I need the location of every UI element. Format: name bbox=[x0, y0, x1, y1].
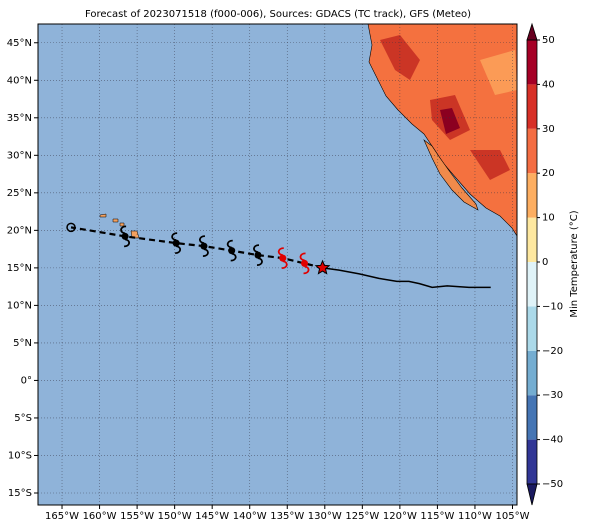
lat-tick-label: 10°S bbox=[8, 450, 32, 461]
colorbar-bin bbox=[527, 262, 537, 307]
colorbar-bin bbox=[527, 217, 537, 262]
cyclone-eye bbox=[279, 254, 287, 262]
forecast-point bbox=[199, 235, 209, 258]
lon-tick-label: 150°W bbox=[158, 511, 192, 522]
cyclone-arm bbox=[226, 239, 237, 262]
lat-tick-label: 30°N bbox=[7, 150, 32, 161]
lon-tick-label: 130°W bbox=[308, 511, 342, 522]
lat-tick-label: 40°N bbox=[7, 75, 32, 86]
forecast-point bbox=[299, 252, 310, 275]
colorbar-bin bbox=[527, 350, 537, 396]
colorbar-bin bbox=[527, 395, 537, 440]
colorbar-tick-label: 40 bbox=[542, 79, 555, 90]
forecast-point bbox=[120, 225, 130, 248]
cyclone-eye bbox=[200, 242, 208, 250]
hottest-region bbox=[440, 108, 460, 134]
lon-tick-label: 115°W bbox=[420, 511, 454, 522]
lat-tick-label: 15°S bbox=[8, 488, 32, 499]
lat-tick-label: 5°S bbox=[14, 413, 32, 424]
forecast-point bbox=[253, 244, 263, 267]
cyclone-arm bbox=[199, 235, 209, 258]
forecast-point bbox=[277, 247, 288, 270]
colorbar-bin bbox=[527, 173, 537, 218]
hot-regions bbox=[380, 35, 510, 180]
colorbar-extend-top bbox=[526, 22, 538, 41]
cyclone-eye bbox=[172, 239, 180, 247]
lon-tick-label: 165°W bbox=[45, 511, 79, 522]
current-position bbox=[314, 259, 331, 275]
colorbar-bin bbox=[527, 439, 537, 484]
colorbar-tick-label: 0 bbox=[542, 257, 548, 268]
cyclone-eye bbox=[254, 251, 262, 259]
lon-tick-label: 120°W bbox=[383, 511, 417, 522]
colorbar-tick-label: −30 bbox=[542, 390, 563, 401]
lat-tick-label: 45°N bbox=[7, 38, 32, 49]
colorbar-tick-label: −20 bbox=[542, 346, 563, 357]
map-frame bbox=[37, 23, 518, 506]
hawaii bbox=[99, 213, 140, 239]
colorbar-tick-label: −10 bbox=[542, 301, 563, 312]
colorbar-tick-label: 30 bbox=[542, 124, 555, 135]
colorbar: 50 40 30 20 10 0 −10 −20 −30 −40 −50 bbox=[526, 22, 563, 506]
lon-tick-label: 140°W bbox=[233, 511, 267, 522]
colorbar-bin bbox=[527, 128, 537, 174]
forecast-point bbox=[171, 232, 182, 255]
cyclone-arm bbox=[299, 252, 310, 275]
forecast-point bbox=[226, 239, 237, 262]
colorbar-bin bbox=[527, 306, 537, 351]
colorbar-bin bbox=[527, 84, 537, 129]
lat-tick-label: 20°N bbox=[7, 225, 32, 236]
baja-california bbox=[423, 139, 479, 211]
warm-region bbox=[480, 50, 517, 95]
lat-tick-label: 35°N bbox=[7, 113, 32, 124]
colorbar-tick-label: 10 bbox=[542, 213, 555, 224]
colorbar-label: Min Temperature (°C) bbox=[569, 210, 580, 317]
lon-tick-label: 160°W bbox=[83, 511, 117, 522]
colorbar-bin bbox=[527, 40, 537, 85]
lon-tick-label: 145°W bbox=[195, 511, 229, 522]
lat-tick-label: 0° bbox=[21, 375, 32, 386]
forecast-point bbox=[66, 222, 76, 233]
lon-tick-label: 110°W bbox=[458, 511, 492, 522]
lat-tick-label: 25°N bbox=[7, 188, 32, 199]
cyclone-eye bbox=[121, 232, 129, 240]
tracks bbox=[66, 222, 491, 289]
observed-track bbox=[322, 267, 491, 289]
lon-tick-label: 135°W bbox=[270, 511, 304, 522]
colorbar-extend-bottom bbox=[526, 483, 538, 506]
lon-tick-label: 155°W bbox=[120, 511, 154, 522]
colorbar-tick-label: −40 bbox=[542, 435, 563, 446]
cyclone-arm bbox=[171, 232, 182, 255]
cyclone-arm bbox=[277, 247, 288, 270]
lat-tick-label: 10°N bbox=[7, 300, 32, 311]
colorbar-tick-label: 50 bbox=[542, 35, 555, 46]
land bbox=[99, 24, 517, 239]
lon-tick-label: 125°W bbox=[345, 511, 379, 522]
lat-tick-label: 5°N bbox=[13, 338, 32, 349]
cyclone-eye bbox=[228, 247, 236, 255]
colorbar-tick-label: 20 bbox=[542, 168, 555, 179]
cyclone-arm bbox=[120, 225, 130, 248]
colorbar-tick-label: −50 bbox=[542, 479, 563, 490]
cyclone-arm bbox=[253, 244, 263, 267]
cyclone-eye bbox=[301, 259, 309, 267]
lat-tick-label: 15°N bbox=[7, 263, 32, 274]
map-title: Forecast of 2023071518 (f000-006), Sourc… bbox=[85, 9, 471, 20]
lon-tick-label: 105°W bbox=[496, 511, 530, 522]
